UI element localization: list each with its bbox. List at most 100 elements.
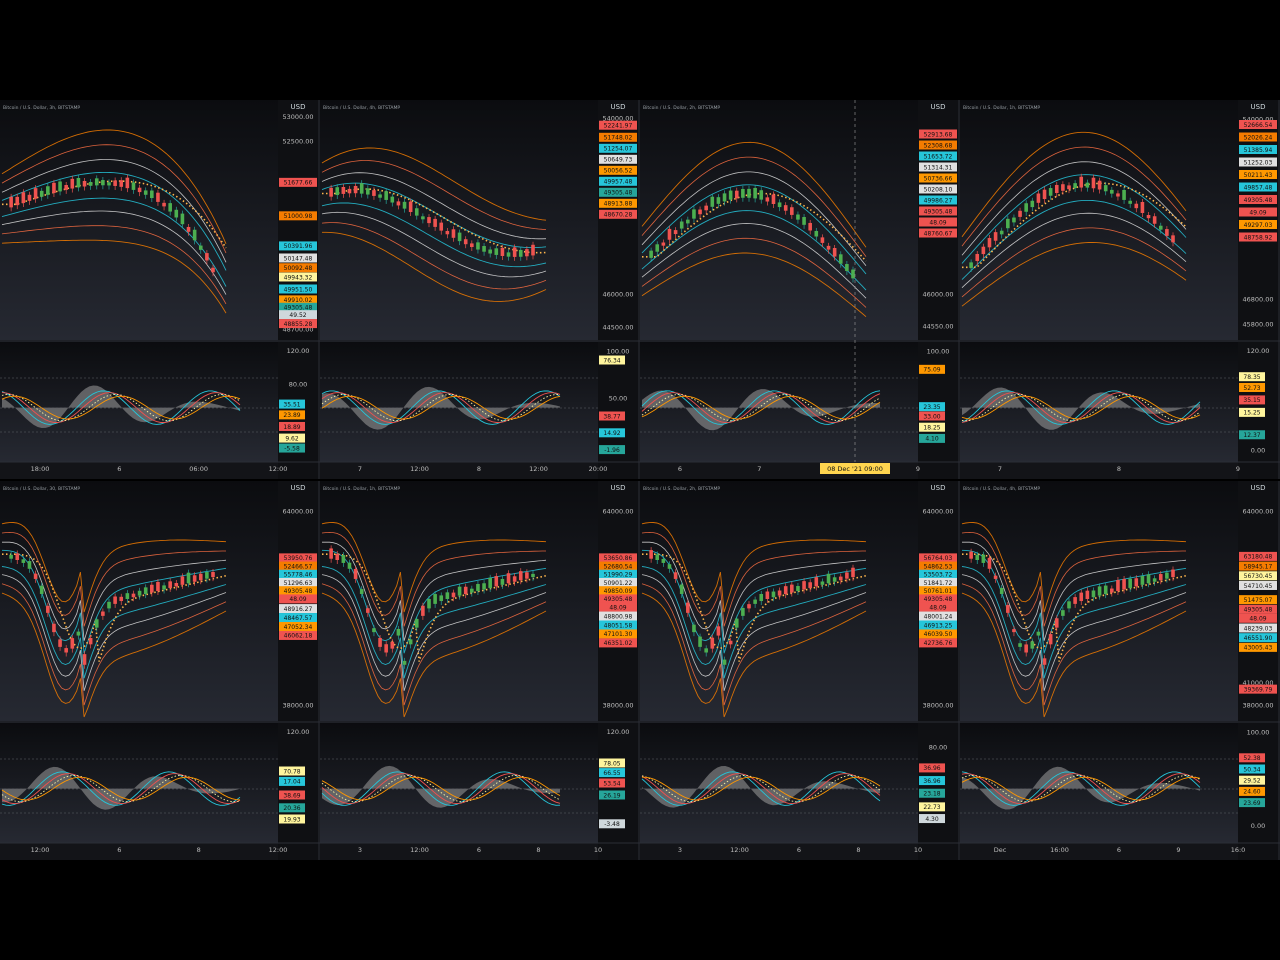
candle[interactable] <box>525 246 529 261</box>
candle[interactable] <box>211 264 215 277</box>
candle[interactable] <box>1134 575 1139 591</box>
candle[interactable] <box>1110 186 1114 198</box>
candle[interactable] <box>692 206 696 223</box>
candle[interactable] <box>820 578 825 589</box>
candle[interactable] <box>168 200 172 216</box>
candle[interactable] <box>1158 571 1163 585</box>
candle[interactable] <box>845 261 849 275</box>
candle[interactable] <box>851 564 855 582</box>
candle[interactable] <box>58 636 62 651</box>
candle[interactable] <box>661 239 666 250</box>
candle[interactable] <box>451 589 456 602</box>
candle[interactable] <box>156 189 160 206</box>
candle[interactable] <box>39 187 44 201</box>
candle[interactable] <box>673 227 678 239</box>
candle[interactable] <box>1061 607 1065 620</box>
candle[interactable] <box>500 575 505 589</box>
candle[interactable] <box>476 580 480 596</box>
candle[interactable] <box>427 595 431 613</box>
price-axis[interactable] <box>598 481 640 860</box>
candle[interactable] <box>76 628 81 640</box>
candle[interactable] <box>186 569 191 588</box>
candle[interactable] <box>470 240 474 252</box>
candle[interactable] <box>1165 569 1169 583</box>
candle[interactable] <box>722 656 727 669</box>
candle[interactable] <box>402 657 407 669</box>
candle[interactable] <box>975 251 980 265</box>
candle[interactable] <box>531 570 535 582</box>
candle[interactable] <box>9 551 13 563</box>
candle[interactable] <box>747 185 751 202</box>
candle[interactable] <box>1067 598 1071 613</box>
candle[interactable] <box>753 596 757 608</box>
candle[interactable] <box>402 198 407 213</box>
candle[interactable] <box>814 574 819 591</box>
candle[interactable] <box>119 593 124 606</box>
candle[interactable] <box>710 634 715 653</box>
candle[interactable] <box>1012 626 1016 637</box>
candle[interactable] <box>1103 582 1108 599</box>
candle[interactable] <box>679 218 684 233</box>
chart-panel-p2[interactable]: Bitcoin / U.S. Dollar, 4h, BITSTAMP USD 54… <box>320 100 640 479</box>
candle[interactable] <box>113 593 117 608</box>
chart-panel-p5[interactable]: Bitcoin / U.S. Dollar, 30, BITSTAMP USD 64… <box>0 481 320 860</box>
candle[interactable] <box>728 637 733 649</box>
candle[interactable] <box>969 548 973 563</box>
candle[interactable] <box>679 581 684 598</box>
candle[interactable] <box>211 569 215 582</box>
candle[interactable] <box>162 582 166 594</box>
candle[interactable] <box>667 225 672 244</box>
candle[interactable] <box>655 551 660 565</box>
candle[interactable] <box>692 621 696 637</box>
candle[interactable] <box>33 570 38 583</box>
price-pane[interactable] <box>320 481 598 721</box>
candle[interactable] <box>143 187 148 199</box>
candle[interactable] <box>168 578 172 592</box>
candle[interactable] <box>101 608 105 620</box>
candle[interactable] <box>1012 214 1016 227</box>
chart-panel-p8[interactable]: Bitcoin / U.S. Dollar, 4h, BITSTAMP USD 64… <box>960 481 1280 860</box>
candle[interactable] <box>686 599 690 617</box>
chart-panel-p3[interactable]: Bitcoin / U.S. Dollar, 2h, BITSTAMP USD 46… <box>640 100 960 479</box>
candle[interactable] <box>27 558 32 573</box>
candle[interactable] <box>808 219 812 235</box>
candle[interactable] <box>180 210 185 229</box>
candle[interactable] <box>512 573 517 586</box>
candle[interactable] <box>70 635 75 653</box>
candle[interactable] <box>1073 180 1077 193</box>
candle[interactable] <box>414 615 419 632</box>
candle[interactable] <box>808 579 812 592</box>
candle[interactable] <box>58 178 62 196</box>
candle[interactable] <box>33 185 38 203</box>
candle[interactable] <box>1085 587 1090 603</box>
candle[interactable] <box>439 592 444 606</box>
candle[interactable] <box>1140 573 1145 589</box>
candle[interactable] <box>783 583 788 599</box>
candle[interactable] <box>1134 200 1139 213</box>
candle[interactable] <box>162 199 166 211</box>
candle[interactable] <box>1042 186 1047 204</box>
candle[interactable] <box>716 623 721 640</box>
candle[interactable] <box>771 588 776 602</box>
candle[interactable] <box>174 206 179 222</box>
price-pane[interactable] <box>640 481 918 721</box>
candle[interactable] <box>802 214 806 229</box>
candle[interactable] <box>771 191 776 208</box>
candle[interactable] <box>421 602 425 620</box>
candle[interactable] <box>408 198 413 217</box>
candle[interactable] <box>1024 641 1028 657</box>
price-axis[interactable] <box>278 481 320 860</box>
candle[interactable] <box>802 578 806 594</box>
candle[interactable] <box>1018 640 1022 651</box>
candle[interactable] <box>1152 575 1157 586</box>
candle[interactable] <box>52 620 56 637</box>
candle[interactable] <box>174 580 179 591</box>
candle[interactable] <box>734 187 739 203</box>
candle[interactable] <box>500 244 505 260</box>
candle[interactable] <box>82 177 87 191</box>
candle[interactable] <box>981 243 986 259</box>
candle[interactable] <box>796 583 800 596</box>
candle[interactable] <box>396 198 401 210</box>
candle[interactable] <box>1030 197 1035 212</box>
candle[interactable] <box>150 187 154 203</box>
